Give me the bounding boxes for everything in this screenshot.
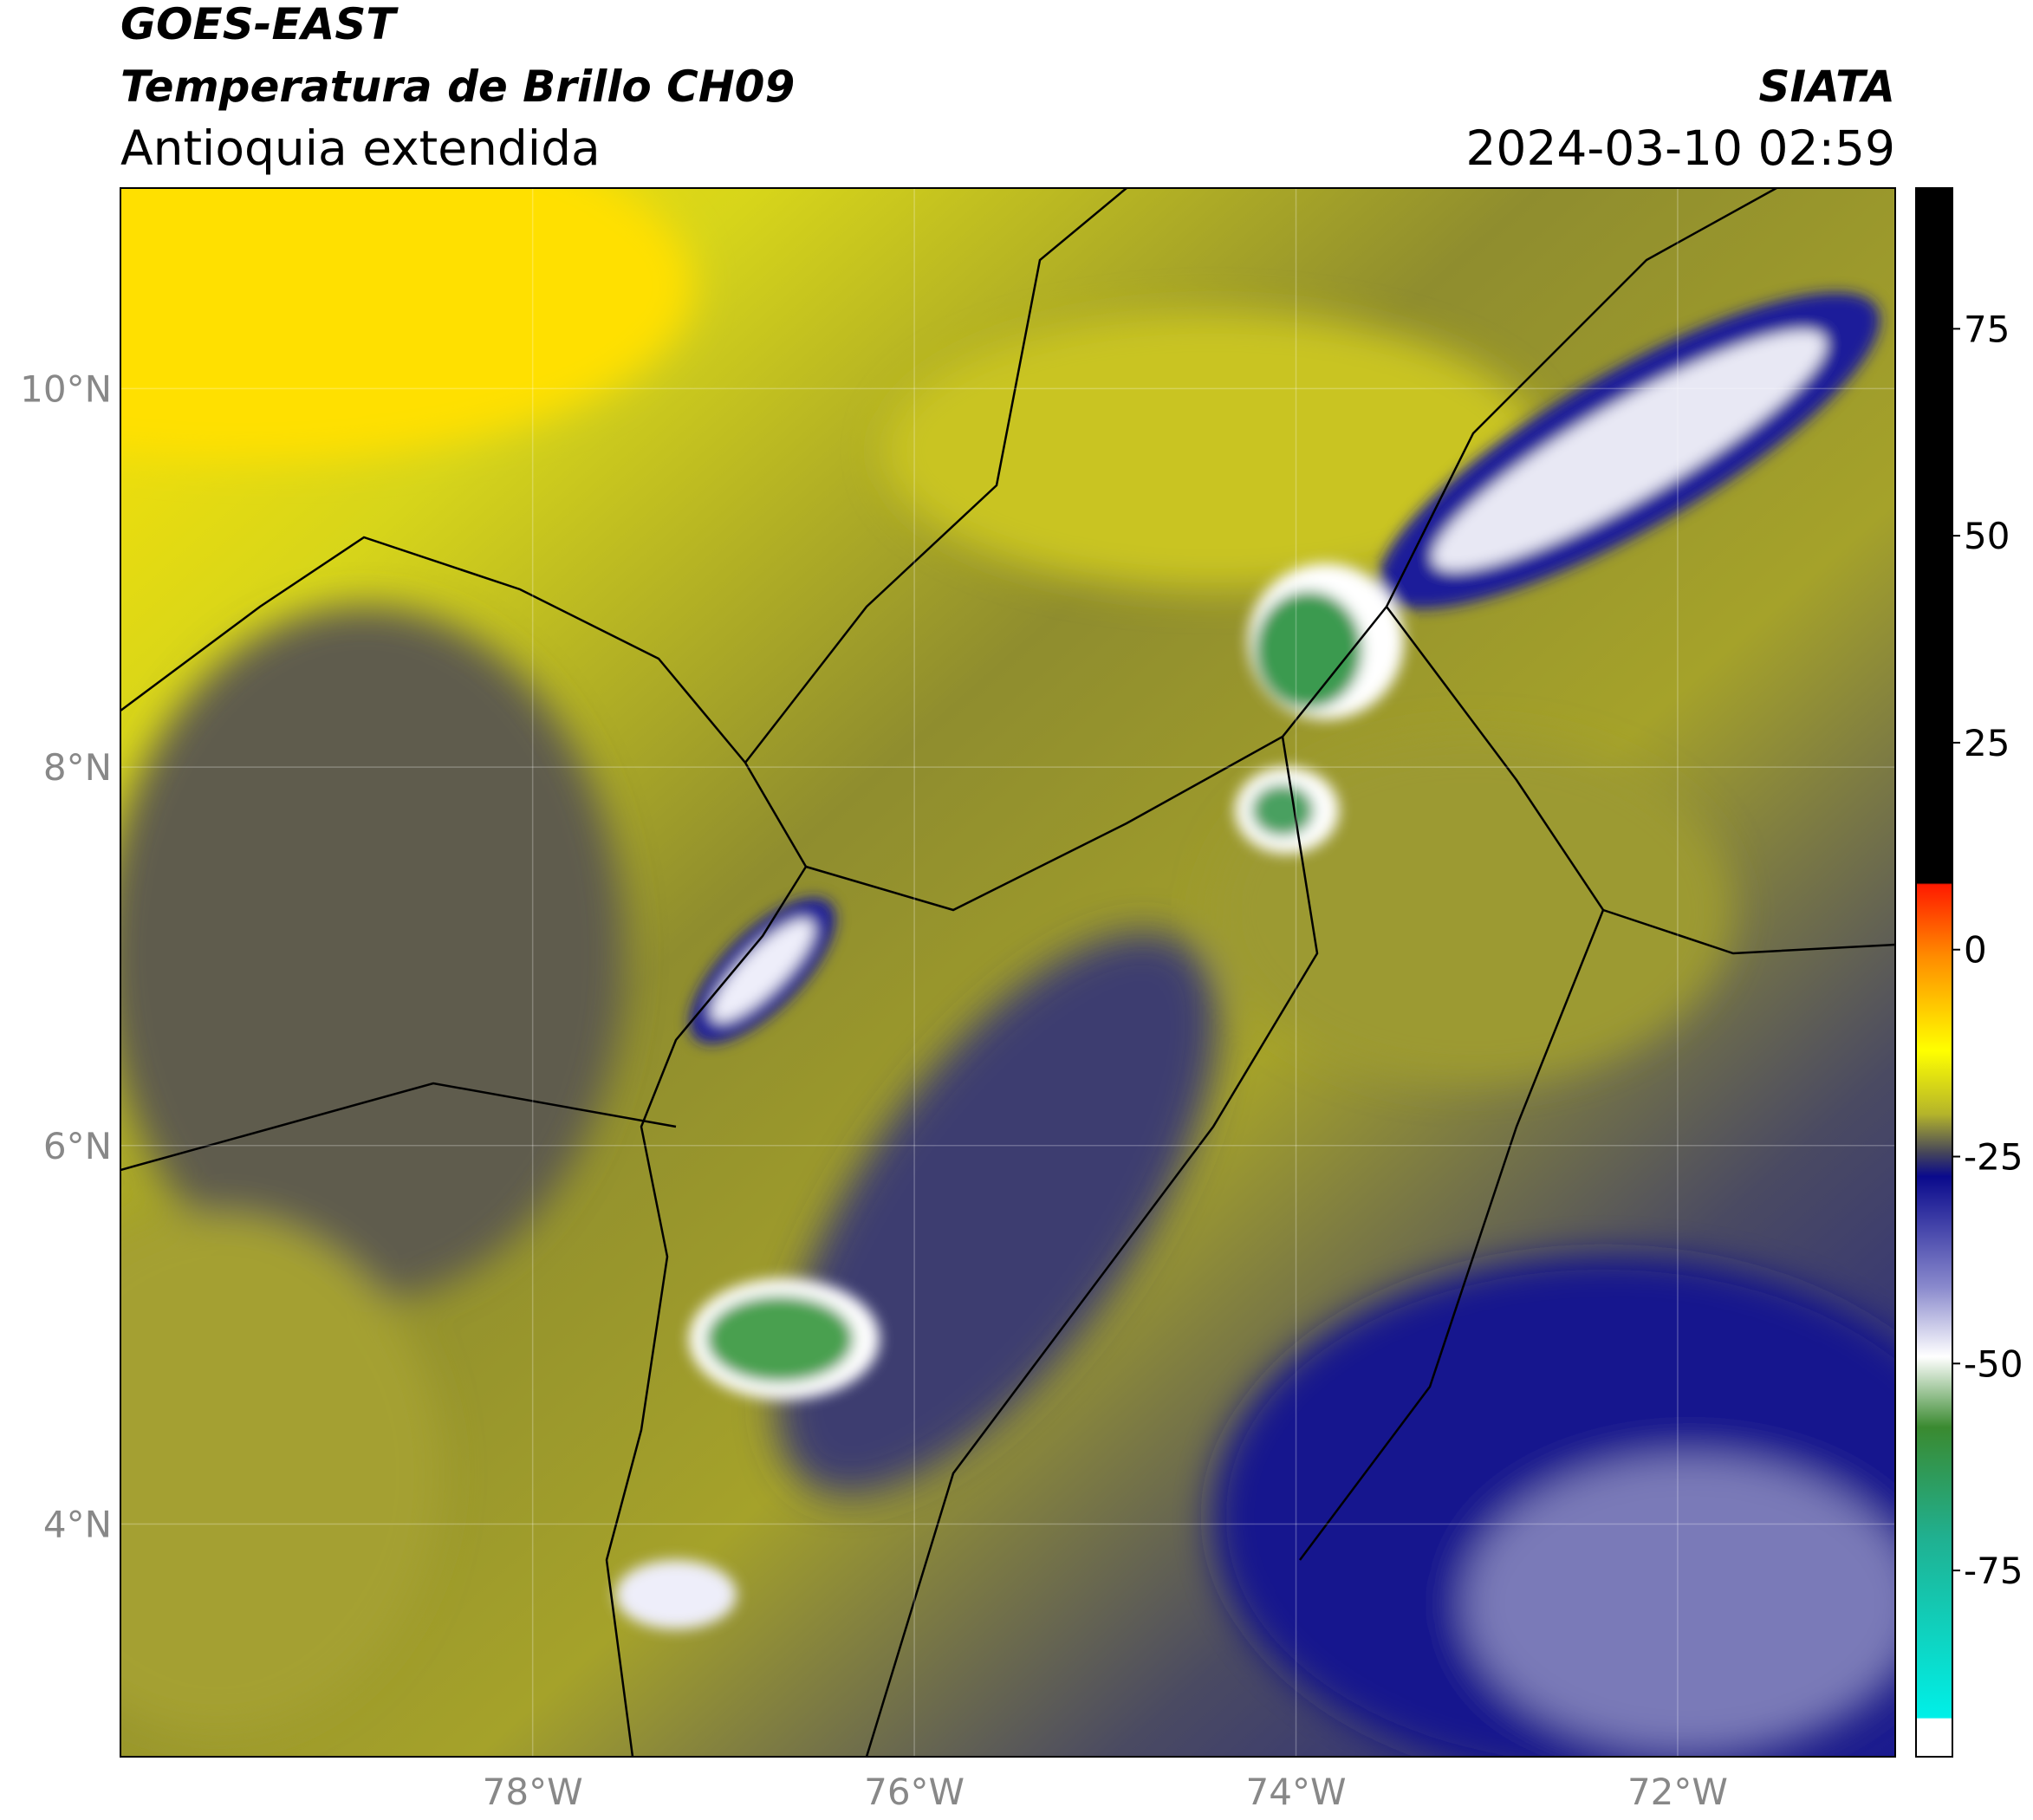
title: GOES-EAST [120, 0, 399, 49]
subtitle: Temperatura de Brillo CH09 [120, 62, 795, 112]
colorbar-tick-label: -25 [1964, 1136, 2023, 1179]
y-tick-label: 6°N [43, 1125, 112, 1167]
y-tick-label: 4°N [43, 1503, 112, 1545]
colorbar-tick-label: 50 [1964, 515, 2010, 557]
x-tick-label: 74°W [1246, 1771, 1347, 1813]
colorbar-tick-label: -50 [1964, 1342, 2023, 1385]
colorbar-tick-label: 0 [1964, 929, 1987, 972]
colorbar-tick-label: 25 [1964, 722, 2010, 764]
y-tick-label: 10°N [20, 367, 112, 410]
datetime: 2024-03-10 02:59 [1465, 120, 1895, 176]
x-tick-label: 78°W [483, 1771, 583, 1813]
grid [120, 188, 1895, 1757]
colorbar-tick-label: -75 [1964, 1550, 2023, 1592]
x-tick-label: 72°W [1627, 1771, 1728, 1813]
map-image [120, 188, 1895, 1757]
map-frame [120, 187, 1896, 1758]
y-tick-label: 8°N [43, 746, 112, 789]
source: SIATA [1759, 62, 1895, 112]
colorbar-tick-label: 75 [1964, 308, 2010, 350]
region: Antioquia extendida [120, 120, 601, 176]
x-tick-label: 76°W [864, 1771, 965, 1813]
borders [120, 188, 1895, 1757]
colorbar [1915, 187, 1953, 1758]
